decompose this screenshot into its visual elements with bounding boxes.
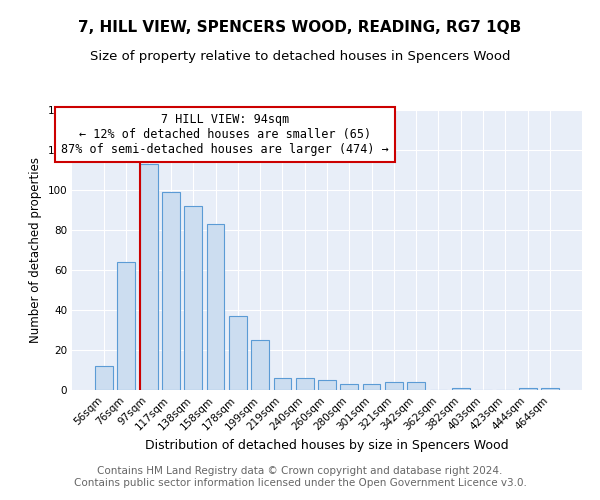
Bar — [452, 388, 470, 390]
Bar — [118, 262, 136, 390]
Y-axis label: Number of detached properties: Number of detached properties — [29, 157, 42, 343]
Text: Size of property relative to detached houses in Spencers Wood: Size of property relative to detached ho… — [90, 50, 510, 63]
Bar — [362, 384, 380, 390]
Text: 7 HILL VIEW: 94sqm
← 12% of detached houses are smaller (65)
87% of semi-detache: 7 HILL VIEW: 94sqm ← 12% of detached hou… — [61, 113, 389, 156]
Bar — [140, 164, 158, 390]
X-axis label: Distribution of detached houses by size in Spencers Wood: Distribution of detached houses by size … — [145, 438, 509, 452]
Bar — [251, 340, 269, 390]
Bar — [95, 366, 113, 390]
Bar — [184, 206, 202, 390]
Bar — [162, 192, 180, 390]
Bar — [206, 224, 224, 390]
Bar — [385, 382, 403, 390]
Bar — [340, 384, 358, 390]
Bar — [296, 378, 314, 390]
Bar — [518, 388, 536, 390]
Bar — [407, 382, 425, 390]
Bar — [229, 316, 247, 390]
Bar — [274, 378, 292, 390]
Text: 7, HILL VIEW, SPENCERS WOOD, READING, RG7 1QB: 7, HILL VIEW, SPENCERS WOOD, READING, RG… — [79, 20, 521, 35]
Bar — [541, 388, 559, 390]
Text: Contains HM Land Registry data © Crown copyright and database right 2024.
Contai: Contains HM Land Registry data © Crown c… — [74, 466, 526, 487]
Bar — [318, 380, 336, 390]
